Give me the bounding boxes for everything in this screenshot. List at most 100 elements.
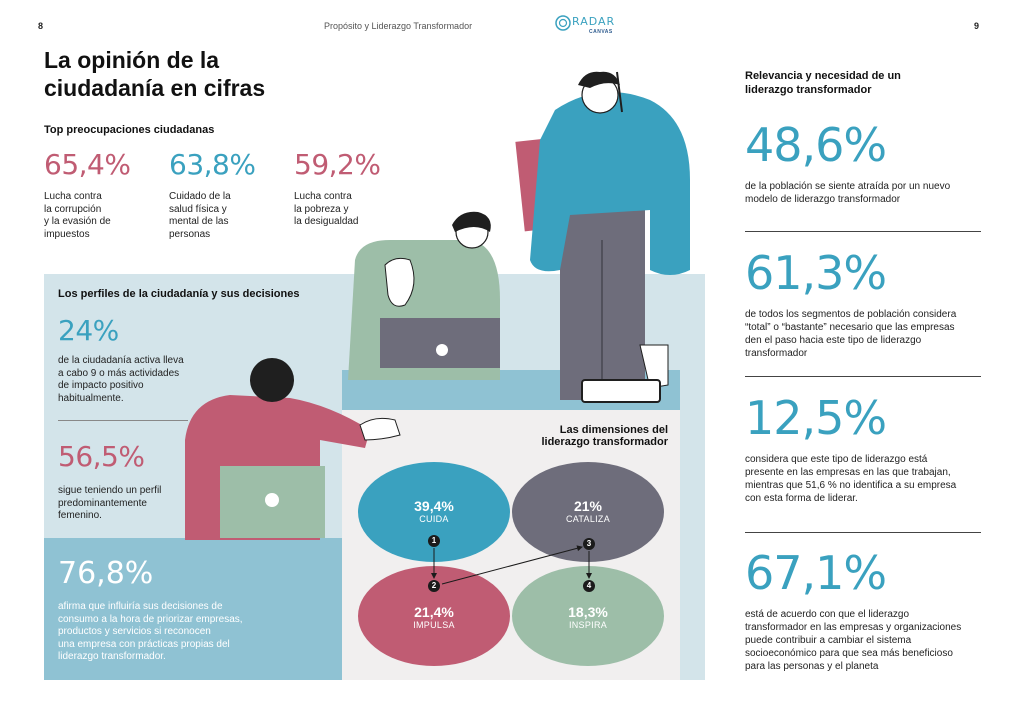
- text-line: personas: [169, 228, 211, 240]
- dimensions-heading: Las dimensiones del liderazgo transforma…: [520, 424, 668, 448]
- page-title: La opinión de la ciudadanía en cifras: [44, 46, 265, 102]
- step-marker: 2: [428, 580, 440, 592]
- radar-logo: RADAR CANVAS: [555, 14, 615, 38]
- concerns-heading: Top preocupaciones ciudadanas: [44, 124, 215, 136]
- text-line: transformador: [745, 348, 808, 359]
- text-line: transformador en las empresas y organiza…: [745, 622, 962, 633]
- relevance-value: 48,6%: [745, 118, 887, 172]
- concern-value: 65,4%: [44, 148, 131, 181]
- profile-value: 24%: [58, 314, 119, 347]
- bubble-value: 39,4%: [414, 498, 454, 514]
- highlight-panel: [44, 538, 344, 680]
- step-marker: 1: [428, 535, 440, 547]
- relevance-description: considera que este tipo de liderazgo est…: [745, 453, 980, 505]
- relevance-value: 12,5%: [745, 391, 887, 445]
- relevance-item: 61,3% de todos los segmentos de població…: [745, 246, 980, 360]
- relevance-description: de todos los segmentos de población cons…: [745, 308, 980, 360]
- text-line: “total” o “bastante” necesario que las e…: [745, 322, 955, 333]
- bubble-label: IMPULSA: [413, 620, 455, 630]
- bubble-value: 21,4%: [414, 604, 454, 620]
- profile-description: sigue teniendo un perfil predominantemen…: [58, 485, 233, 523]
- page-title-line: ciudadanía en cifras: [44, 75, 266, 101]
- logo-subtext: CANVAS: [589, 29, 613, 35]
- page-number-left: 8: [38, 21, 44, 31]
- text-line: una empresa con prácticas propias del: [58, 638, 230, 650]
- relevance-heading: Relevancia y necesidad de un liderazgo t…: [745, 69, 901, 97]
- relevance-item: 12,5% considera que este tipo de lideraz…: [745, 391, 980, 505]
- divider: [58, 420, 188, 421]
- text-line: salud física y: [169, 203, 227, 215]
- section-title: Propósito y Liderazgo Transformador: [324, 21, 473, 31]
- text-line: con esta forma de liderar.: [745, 493, 858, 504]
- relevance-description: de la población se siente atraída por un…: [745, 180, 980, 206]
- text-line: habitualmente.: [58, 392, 124, 404]
- text-line: mental de las: [169, 216, 229, 227]
- heading-line: liderazgo transformador: [541, 436, 668, 448]
- text-line: considera que este tipo de liderazgo est…: [745, 454, 928, 465]
- text-line: presente en las empresas en las que trab…: [745, 467, 951, 478]
- concern-item: 65,4% Lucha contra la corrupción y la ev…: [44, 148, 162, 241]
- profile-value: 76,8%: [58, 556, 154, 591]
- text-line: de la población se siente atraída por un…: [745, 181, 951, 192]
- text-line: sigue teniendo un perfil: [58, 485, 162, 496]
- heading-line: Relevancia y necesidad de un: [745, 70, 901, 82]
- profile-item-highlight: 76,8% afirma que influiría sus decisione…: [58, 556, 338, 664]
- concern-item: 59,2% Lucha contra la pobreza y la desig…: [294, 148, 412, 229]
- text-line: a cabo 9 o más actividades: [58, 367, 180, 379]
- text-line: afirma que influiría sus decisiones de: [58, 601, 223, 612]
- text-line: de todos los segmentos de población cons…: [745, 309, 957, 320]
- profile-value: 56,5%: [58, 440, 145, 473]
- text-line: impuestos: [44, 228, 90, 240]
- text-line: den el paso hacia este tipo de liderazgo: [745, 335, 922, 346]
- text-line: modelo de liderazgo transformador: [745, 194, 901, 205]
- relevance-value: 61,3%: [745, 246, 887, 300]
- bubble-label: CATALIZA: [565, 514, 611, 524]
- text-line: femenino.: [58, 510, 102, 521]
- profile-description: de la ciudadanía activa lleva a cabo 9 o…: [58, 355, 233, 405]
- text-line: la corrupción: [44, 203, 102, 215]
- concern-description: Cuidado de la salud física y mental de l…: [169, 191, 287, 241]
- relevance-item: 67,1% está de acuerdo con que el lideraz…: [745, 546, 985, 673]
- text-line: para las personas y el planeta: [745, 661, 879, 672]
- text-line: consumo a la hora de priorizar empresas,: [58, 613, 243, 625]
- text-line: está de acuerdo con que el liderazgo: [745, 609, 910, 620]
- profile-item: 24% de la ciudadanía activa lleva a cabo…: [58, 314, 233, 405]
- concern-value: 63,8%: [169, 148, 256, 181]
- relevance-item: 48,6% de la población se siente atraída …: [745, 118, 980, 206]
- text-line: socioeconómico para que sea más benefici…: [745, 648, 953, 659]
- text-line: predominantemente: [58, 497, 147, 509]
- text-line: Lucha contra: [294, 191, 352, 202]
- dimension-bubble-impulsa: 21,4% IMPULSA: [358, 566, 510, 666]
- step-marker: 4: [583, 580, 595, 592]
- bubble-value: 21%: [573, 498, 603, 514]
- bubble-value: 18,3%: [568, 604, 608, 620]
- bubble-label: INSPIRA: [568, 620, 608, 630]
- page-number-right: 9: [974, 21, 980, 31]
- concern-description: Lucha contra la corrupción y la evasión …: [44, 191, 162, 241]
- text-line: mientras que 51,6 % no identifica a su e…: [745, 480, 957, 491]
- text-line: liderazgo transformador.: [58, 651, 166, 662]
- text-line: de la ciudadanía activa lleva: [58, 355, 184, 366]
- heading-line: Las dimensiones del: [559, 424, 668, 436]
- concern-item: 63,8% Cuidado de la salud física y menta…: [169, 148, 287, 241]
- text-line: la desigualdad: [294, 216, 359, 227]
- concern-description: Lucha contra la pobreza y la desigualdad: [294, 191, 412, 229]
- divider: [745, 376, 981, 377]
- profile-item: 56,5% sigue teniendo un perfil predomina…: [58, 440, 233, 523]
- bubble-label: CUIDA: [419, 514, 449, 524]
- text-line: de impacto positivo: [58, 380, 144, 391]
- step-marker: 3: [583, 538, 595, 550]
- text-line: puede contribuir a cambiar el sistema: [745, 635, 912, 646]
- page-title-line: La opinión de la: [44, 47, 220, 73]
- profile-description: afirma que influiría sus decisiones de c…: [58, 601, 338, 664]
- relevance-description: está de acuerdo con que el liderazgo tra…: [745, 608, 985, 673]
- text-line: y la evasión de: [44, 216, 111, 227]
- relevance-value: 67,1%: [745, 546, 887, 600]
- logo-text: RADAR: [572, 15, 616, 28]
- text-line: Lucha contra: [44, 191, 102, 202]
- profiles-heading: Los perfiles de la ciudadanía y sus deci…: [58, 288, 300, 300]
- radar-logo-icon: [555, 15, 571, 31]
- text-line: la pobreza y: [294, 203, 349, 215]
- heading-line: liderazgo transformador: [745, 84, 872, 96]
